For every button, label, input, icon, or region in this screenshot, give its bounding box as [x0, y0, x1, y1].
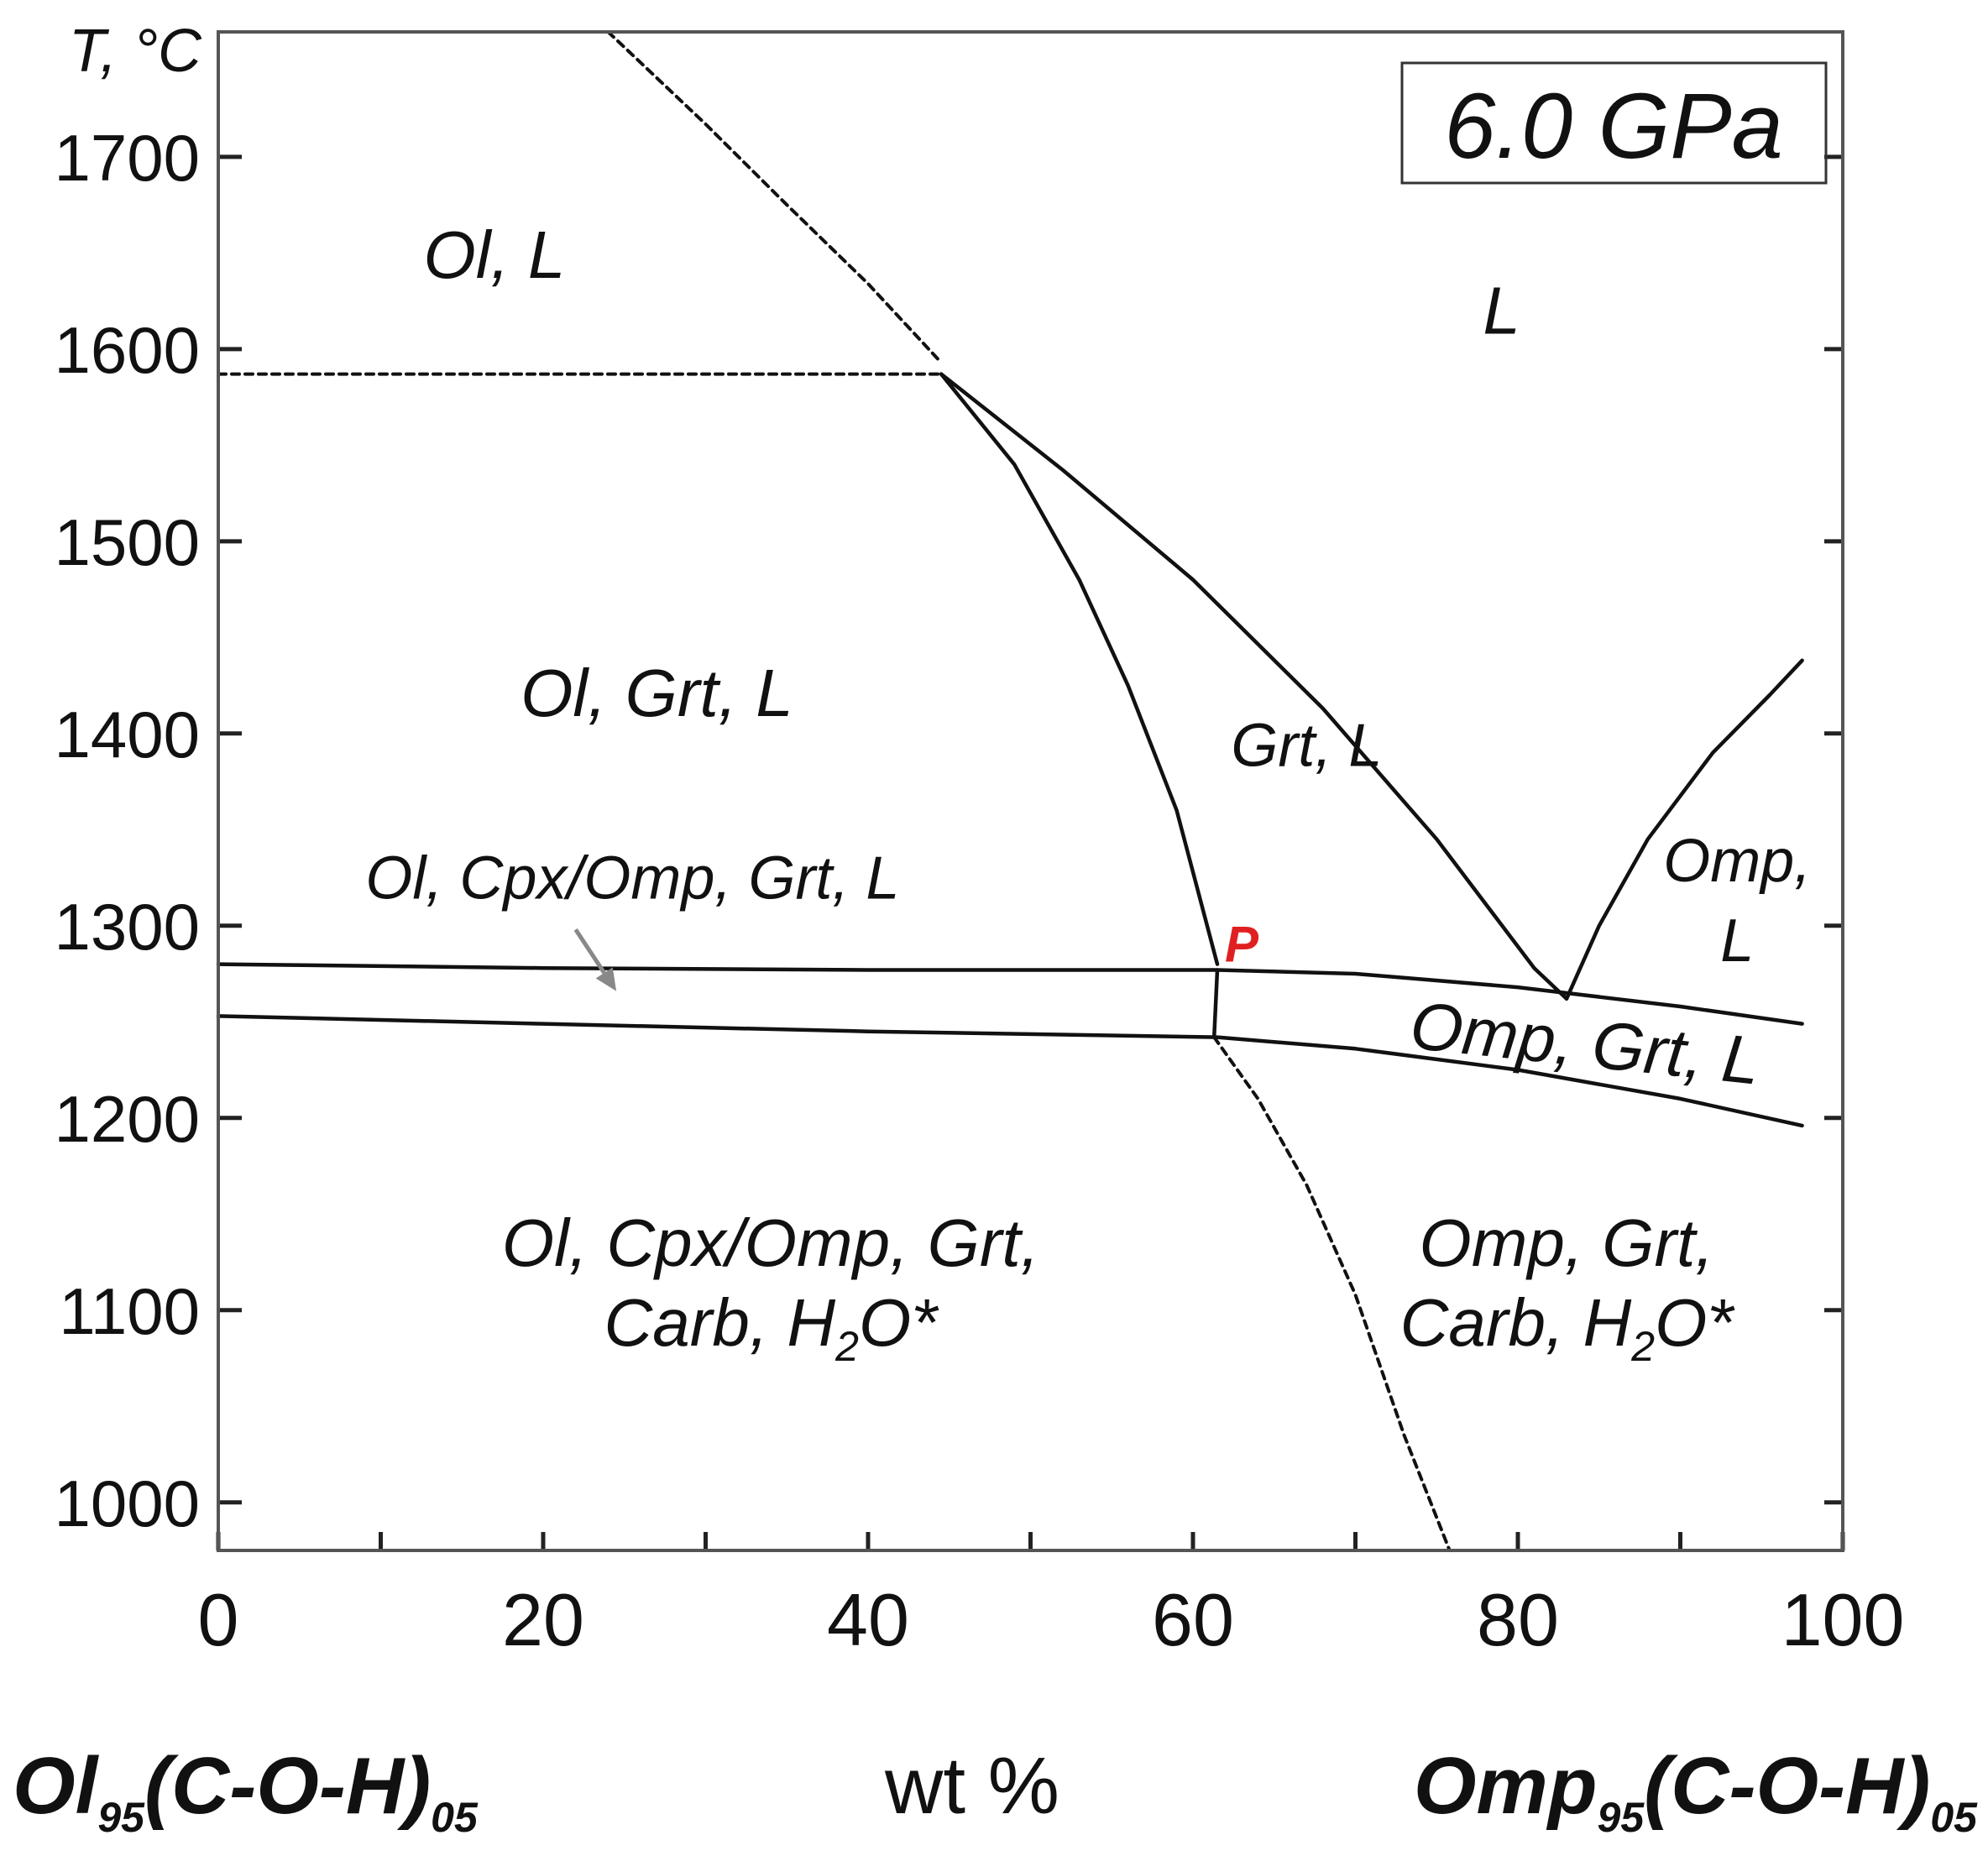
y-tick-label: 1300 [54, 890, 200, 964]
plot-frame [217, 30, 1844, 1552]
x-tick-label: 80 [1477, 1578, 1559, 1661]
x-axis-title: wt % [884, 1741, 1059, 1831]
pressure-label: 6.0 GPa [1444, 75, 1783, 178]
left-mid: (C-O-H) [144, 1741, 431, 1831]
x-end-label-right: Omp95(C-O-H)05 [1414, 1741, 1978, 1841]
y-axis-title: T, °C [69, 18, 202, 85]
y-tick-label: 1000 [54, 1467, 200, 1540]
y-tick-label: 1400 [54, 698, 200, 771]
y-tick-label: 1500 [54, 505, 200, 579]
x-tick-label: 0 [198, 1578, 239, 1661]
x-tick-label: 60 [1152, 1578, 1234, 1661]
arrow-head [595, 967, 617, 991]
region-label-ol-cpx-omp-grt-l: Ol, Cpx/Omp, Grt, L [365, 845, 899, 912]
region-label-omp-l-line1: Omp, [1663, 828, 1811, 895]
boundary-ol-grt-boundary [939, 372, 1220, 966]
left-sub2: 05 [431, 1794, 479, 1841]
pressure-box-frame [1400, 61, 1828, 185]
boundary-omp-liquidus [1564, 658, 1804, 1001]
left-sub1: 95 [97, 1794, 145, 1841]
o-star-text: O* [1655, 1285, 1735, 1360]
y-tick-label: 1600 [54, 313, 200, 387]
h2o-subscript: 2 [834, 1323, 859, 1370]
carb-h-text: Carb, H [604, 1285, 836, 1360]
x-tick-label: 20 [502, 1578, 584, 1661]
y-tick-label: 1700 [54, 121, 200, 195]
boundary-peritectic-vertical [1211, 968, 1220, 1039]
y-tick-labels: 1000 1100 1200 1300 1400 1500 1600 1700 [54, 121, 200, 1540]
boundary-solidus-lower [216, 1014, 1804, 1128]
region-label-l: L [1483, 274, 1520, 348]
boundary-cpx-out-dashed [1212, 1035, 1452, 1552]
x-tick-label: 40 [827, 1578, 909, 1661]
x-tick-label: 100 [1781, 1578, 1905, 1661]
boundary-grt-liquidus [939, 372, 1569, 1001]
region-label-grt-l: Grt, L [1231, 713, 1382, 780]
y-tick-label: 1200 [54, 1082, 200, 1156]
peritectic-point-label: P [1225, 917, 1259, 973]
region-labels: Ol, L L Ol, Grt, L Grt, L Omp, L Ol, Cpx… [365, 217, 1811, 1370]
y-tick-label: 1100 [59, 1274, 200, 1348]
x-tick-labels: 0 20 40 60 80 100 [198, 1578, 1905, 1661]
right-sub1: 95 [1598, 1794, 1645, 1841]
o-star-text: O* [859, 1285, 939, 1360]
phase-boundaries [216, 30, 1804, 1552]
right-mid: (C-O-H) [1644, 1741, 1930, 1831]
region-label-ol-l: Ol, L [423, 217, 565, 292]
region-label-ol-grt-l: Ol, Grt, L [521, 656, 793, 730]
region-label-omp-grt-carb-line2: Carb, H2O* [1400, 1285, 1736, 1370]
right-sub2: 05 [1930, 1794, 1978, 1841]
arrow-line [573, 928, 606, 975]
h2o-subscript: 2 [1630, 1323, 1655, 1370]
region-label-ol-cpx-omp-grt-carb-line2: Carb, H2O* [604, 1285, 940, 1370]
boundary-solidus-upper [216, 962, 1804, 1026]
region-label-omp-grt-carb-line1: Omp, Grt, [1419, 1205, 1713, 1280]
region-label-omp-l-line2: L [1720, 907, 1754, 975]
boundary-liquidus-ol-dashed [606, 30, 944, 364]
right-main: Omp [1414, 1741, 1598, 1831]
left-main: Ol [13, 1741, 100, 1831]
region-label-ol-cpx-omp-grt-carb-line1: Ol, Cpx/Omp, Grt, [502, 1205, 1039, 1280]
x-end-label-left: Ol95(C-O-H)05 [13, 1741, 479, 1841]
carb-h-text: Carb, H [1400, 1285, 1632, 1360]
pressure-box: 6.0 GPa [1400, 61, 1828, 185]
pointer-arrow [573, 928, 617, 991]
